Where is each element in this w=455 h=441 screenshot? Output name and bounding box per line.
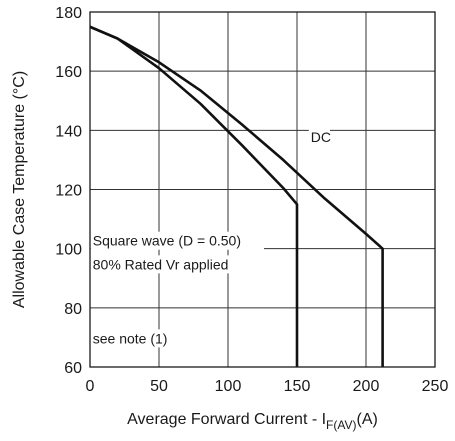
x-tick-label: 150 <box>284 378 311 395</box>
annotation-3: 80% Rated Vr applied <box>93 256 229 272</box>
y-tick-label: 80 <box>64 301 82 318</box>
annotation-background <box>90 329 188 348</box>
y-tick-labels: 60 80 100 120 140 160 180 <box>55 5 82 377</box>
annotation-4: see note (1) <box>93 330 168 346</box>
x-axis-label-subscript: F(AV) <box>326 418 356 432</box>
y-tick-label: 120 <box>55 183 82 200</box>
x-tick-label: 0 <box>86 378 95 395</box>
x-tick-label: 200 <box>353 378 380 395</box>
x-tick-label: 250 <box>422 378 449 395</box>
x-tick-label: 100 <box>215 378 242 395</box>
y-tick-label: 180 <box>55 5 82 22</box>
x-tick-labels: 0 50 100 150 200 250 <box>86 378 449 395</box>
annotation-2: Square wave (D = 0.50) <box>93 233 241 249</box>
annotations: DC Square wave (D = 0.50) 80% Rated Vr app… <box>90 128 331 348</box>
x-axis-label-unit: (A) <box>357 411 378 428</box>
annotation-1: DC <box>311 129 331 145</box>
annotation-background <box>90 231 264 250</box>
series-line-2 <box>89 25 299 367</box>
series-line-1 <box>89 25 384 367</box>
x-axis-label-main: Average Forward Current - I <box>127 411 326 428</box>
annotation-background <box>90 255 249 274</box>
plot-frame <box>89 11 436 368</box>
y-tick-label: 60 <box>64 360 82 377</box>
y-tick-label: 100 <box>55 242 82 259</box>
series-lines <box>89 25 384 367</box>
x-axis-label: Average Forward Current - IF(AV)(A) <box>127 411 378 432</box>
y-tick-label: 160 <box>55 64 82 81</box>
x-tick-label: 50 <box>150 378 168 395</box>
y-tick-label: 140 <box>55 123 82 140</box>
y-axis-label: Allowable Case Temperature (°C) <box>11 71 28 308</box>
annotation-background <box>308 128 330 147</box>
